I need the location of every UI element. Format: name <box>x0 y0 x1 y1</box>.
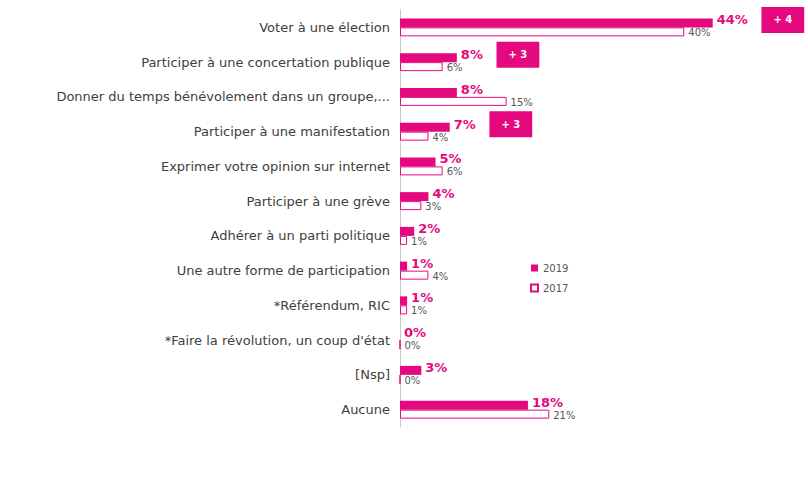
svg-text:2019: 2019 <box>543 263 568 274</box>
svg-text:2017: 2017 <box>543 283 568 294</box>
svg-text:15%: 15% <box>511 97 533 108</box>
svg-text:3%: 3% <box>425 360 447 375</box>
svg-text:0%: 0% <box>404 325 426 340</box>
svg-text:8%: 8% <box>461 47 483 62</box>
svg-text:+ 3: + 3 <box>501 119 520 130</box>
svg-text:6%: 6% <box>447 166 463 177</box>
svg-text:Une autre forme de participati: Une autre forme de participation <box>177 263 390 278</box>
svg-text:Participer à une manifestation: Participer à une manifestation <box>194 124 390 139</box>
svg-text:Aucune: Aucune <box>341 402 390 417</box>
svg-text:4%: 4% <box>432 132 448 143</box>
svg-text:+ 3: + 3 <box>509 49 528 60</box>
svg-text:8%: 8% <box>461 82 483 97</box>
svg-text:40%: 40% <box>688 27 710 38</box>
svg-text:18%: 18% <box>532 395 563 410</box>
svg-text:5%: 5% <box>440 151 462 166</box>
svg-text:44%: 44% <box>717 12 748 27</box>
svg-text:6%: 6% <box>447 62 463 73</box>
svg-text:+ 4: + 4 <box>773 14 792 25</box>
svg-text:Donner du temps bénévolement d: Donner du temps bénévolement dans un gro… <box>56 89 390 104</box>
svg-text:1%: 1% <box>411 256 433 271</box>
svg-text:1%: 1% <box>411 290 433 305</box>
svg-text:21%: 21% <box>553 410 575 421</box>
svg-text:[Nsp]: [Nsp] <box>355 367 390 382</box>
svg-text:4%: 4% <box>432 186 454 201</box>
svg-text:1%: 1% <box>411 236 427 247</box>
svg-text:Participer à une concertation: Participer à une concertation publique <box>141 55 390 70</box>
svg-text:4%: 4% <box>432 271 448 282</box>
svg-text:Participer à une grève: Participer à une grève <box>247 194 390 209</box>
svg-text:Voter à une élection: Voter à une élection <box>259 20 390 35</box>
svg-text:3%: 3% <box>425 201 441 212</box>
svg-text:0%: 0% <box>405 375 421 386</box>
svg-text:*Référendum, RIC: *Référendum, RIC <box>274 298 390 313</box>
svg-text:Exprimer votre opinion sur int: Exprimer votre opinion sur internet <box>161 159 390 174</box>
svg-text:*Faire la révolution, un coup: *Faire la révolution, un coup d'état <box>165 333 390 348</box>
svg-text:1%: 1% <box>411 305 427 316</box>
svg-text:0%: 0% <box>405 340 421 351</box>
svg-text:7%: 7% <box>454 117 476 132</box>
svg-text:2%: 2% <box>418 221 440 236</box>
svg-text:Adhérer à un parti politique: Adhérer à un parti politique <box>211 228 390 243</box>
